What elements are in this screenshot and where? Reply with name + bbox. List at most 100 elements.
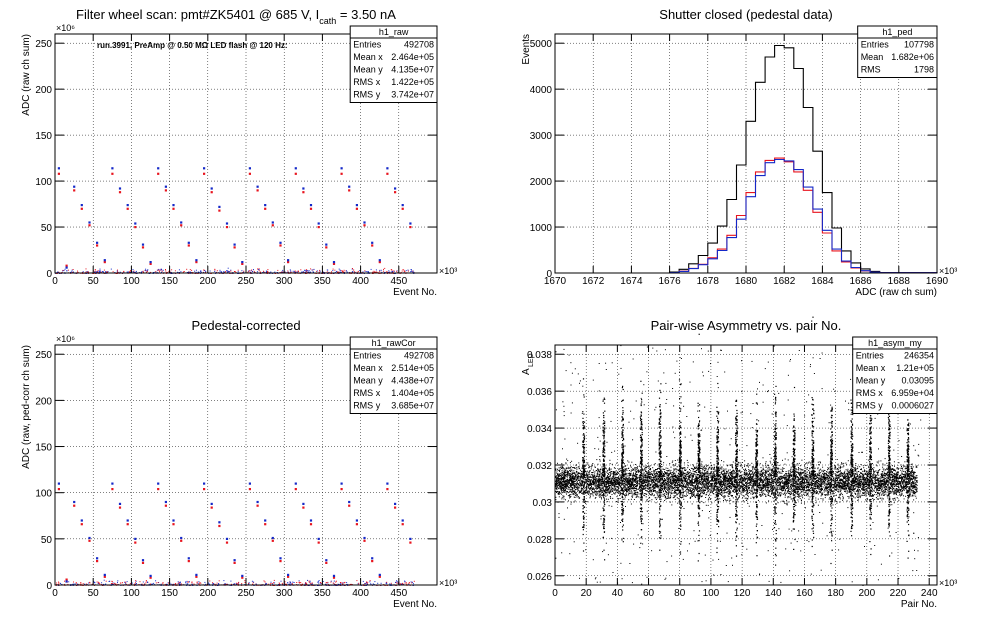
data-point — [912, 482, 913, 484]
data-point — [828, 494, 830, 496]
data-point — [828, 474, 830, 476]
series-points-blue — [57, 482, 412, 583]
data-point — [639, 490, 641, 492]
data-point — [558, 478, 560, 479]
data-point — [300, 269, 302, 271]
data-point — [134, 541, 137, 544]
data-point — [620, 490, 622, 492]
data-point — [344, 581, 346, 583]
data-point — [730, 499, 732, 501]
data-point — [401, 207, 404, 210]
data-point — [642, 473, 644, 475]
data-point — [603, 483, 605, 485]
data-point — [105, 271, 107, 273]
data-point — [614, 471, 616, 473]
data-point — [763, 490, 765, 492]
data-point — [819, 476, 821, 478]
data-point — [770, 462, 772, 464]
data-point — [887, 487, 889, 489]
data-point — [884, 488, 886, 490]
data-point — [258, 270, 260, 272]
data-point — [305, 582, 307, 584]
data-point — [358, 582, 360, 584]
y-tick-label: 50 — [41, 223, 53, 234]
data-point — [605, 488, 606, 490]
data-point — [653, 469, 655, 471]
data-point — [683, 483, 685, 485]
data-point — [698, 494, 700, 496]
data-point — [910, 485, 912, 487]
data-point — [787, 497, 789, 499]
data-point — [740, 477, 742, 479]
y-tick-label: 150 — [35, 443, 52, 454]
data-point — [404, 581, 406, 583]
data-point — [760, 495, 762, 497]
data-point — [636, 468, 637, 470]
data-point — [293, 582, 295, 583]
data-point — [629, 490, 631, 492]
data-point — [817, 473, 819, 475]
data-point — [883, 483, 885, 485]
data-point — [881, 480, 882, 481]
data-point — [106, 271, 108, 273]
data-point — [640, 489, 642, 491]
data-point — [657, 483, 659, 485]
data-point — [160, 268, 162, 270]
data-point — [610, 490, 612, 492]
data-point — [254, 271, 255, 273]
data-point — [72, 271, 74, 273]
data-point — [885, 483, 887, 484]
data-point — [589, 493, 591, 495]
data-point — [777, 467, 779, 469]
data-point — [741, 480, 743, 482]
x-tick-label: 450 — [390, 588, 407, 599]
x-tick-label: 150 — [161, 276, 178, 287]
x-tick-label: 1684 — [811, 276, 834, 287]
data-point — [671, 476, 673, 478]
data-point — [908, 486, 910, 488]
data-point — [342, 582, 344, 584]
data-point — [711, 481, 713, 483]
data-point — [847, 479, 849, 481]
data-point — [195, 573, 198, 576]
data-point — [409, 222, 412, 225]
data-point — [251, 580, 253, 582]
data-point — [561, 473, 563, 475]
data-point — [294, 271, 295, 273]
data-point — [248, 583, 250, 584]
data-point — [617, 490, 619, 492]
data-point — [580, 478, 582, 480]
data-point — [302, 187, 305, 190]
data-point — [770, 490, 772, 492]
data-point — [675, 482, 677, 484]
data-point — [372, 271, 374, 273]
data-point — [800, 484, 802, 486]
data-point — [149, 574, 152, 577]
x-tick-label: 1680 — [735, 276, 758, 287]
data-point — [348, 500, 351, 504]
data-point — [669, 488, 671, 490]
data-point — [658, 475, 660, 476]
data-point — [125, 583, 127, 585]
data-point — [67, 583, 69, 585]
data-point — [623, 487, 625, 489]
data-point — [655, 502, 657, 504]
data-point — [711, 479, 713, 481]
data-point — [773, 481, 775, 483]
data-point — [204, 270, 206, 271]
data-point — [815, 488, 817, 490]
data-point — [584, 475, 586, 477]
chart-title-suffix: = 3.50 nA — [336, 7, 396, 22]
data-point — [824, 480, 826, 482]
data-point — [608, 469, 610, 471]
data-point — [234, 271, 235, 272]
data-point — [869, 482, 871, 484]
data-point — [159, 271, 160, 273]
data-point — [227, 271, 229, 273]
data-point — [567, 507, 568, 509]
data-point — [197, 271, 199, 273]
data-point — [252, 582, 254, 584]
x-tick-label: 250 — [238, 276, 255, 287]
data-point — [647, 479, 648, 481]
data-point — [402, 583, 404, 585]
